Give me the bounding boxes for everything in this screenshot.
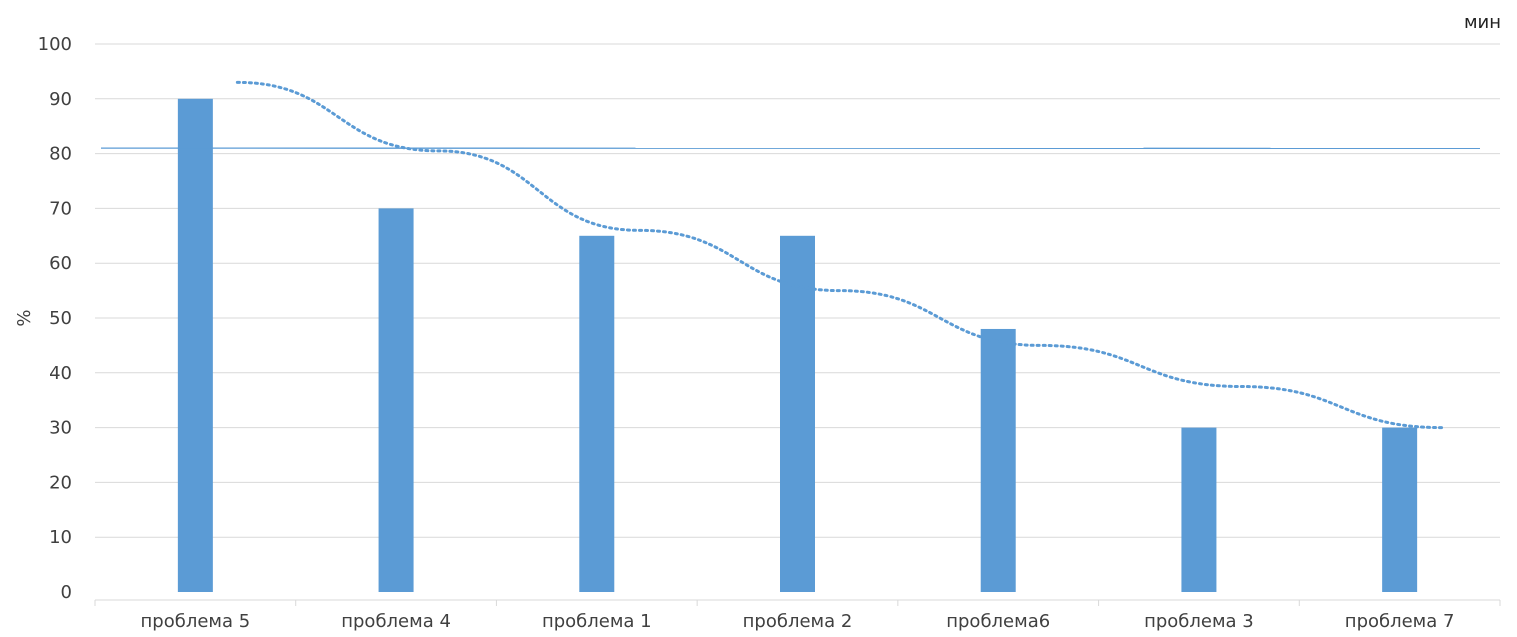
bar [1382, 427, 1418, 592]
y-axis-ticks: 0 10 20 30 40 50 60 70 80 90 100 [38, 34, 72, 603]
bar [378, 208, 414, 592]
x-tick-label: проблема 3 [1144, 611, 1254, 632]
y-tick-label: 70 [49, 198, 72, 219]
bar [579, 235, 615, 593]
bars [177, 98, 1418, 593]
trendline-path [235, 80, 1444, 430]
y-tick-label: 10 [49, 527, 72, 548]
y-tick-label: 0 [61, 582, 72, 603]
x-tick-label: проблема 4 [341, 611, 451, 632]
x-tick-label: проблема6 [946, 611, 1050, 632]
y-tick-label: 100 [38, 34, 72, 55]
bar [780, 235, 815, 593]
bar [1181, 427, 1217, 592]
x-axis-ticks: проблема 5 проблема 4 проблема 1 проблема 2… [141, 611, 1455, 632]
y-axis-label: % [14, 309, 35, 326]
y-tick-label: 90 [49, 89, 72, 110]
y-tick-label: 40 [49, 363, 72, 384]
bar [980, 328, 1016, 592]
y-tick-label: 20 [49, 472, 72, 493]
x-tick-label: проблема 1 [542, 611, 652, 632]
y-tick-label: 30 [49, 418, 72, 439]
y-tick-label: 60 [49, 253, 72, 274]
x-tick-label: проблема 5 [141, 611, 251, 632]
trendline [235, 80, 1444, 430]
unit-label: мин [1463, 12, 1501, 33]
x-axis [94, 599, 1501, 606]
y-tick-label: 80 [49, 144, 72, 165]
x-tick-label: проблема 7 [1345, 611, 1455, 632]
y-tick-label: 50 [49, 308, 72, 329]
bar [177, 98, 213, 593]
x-tick-label: проблема 2 [743, 611, 853, 632]
